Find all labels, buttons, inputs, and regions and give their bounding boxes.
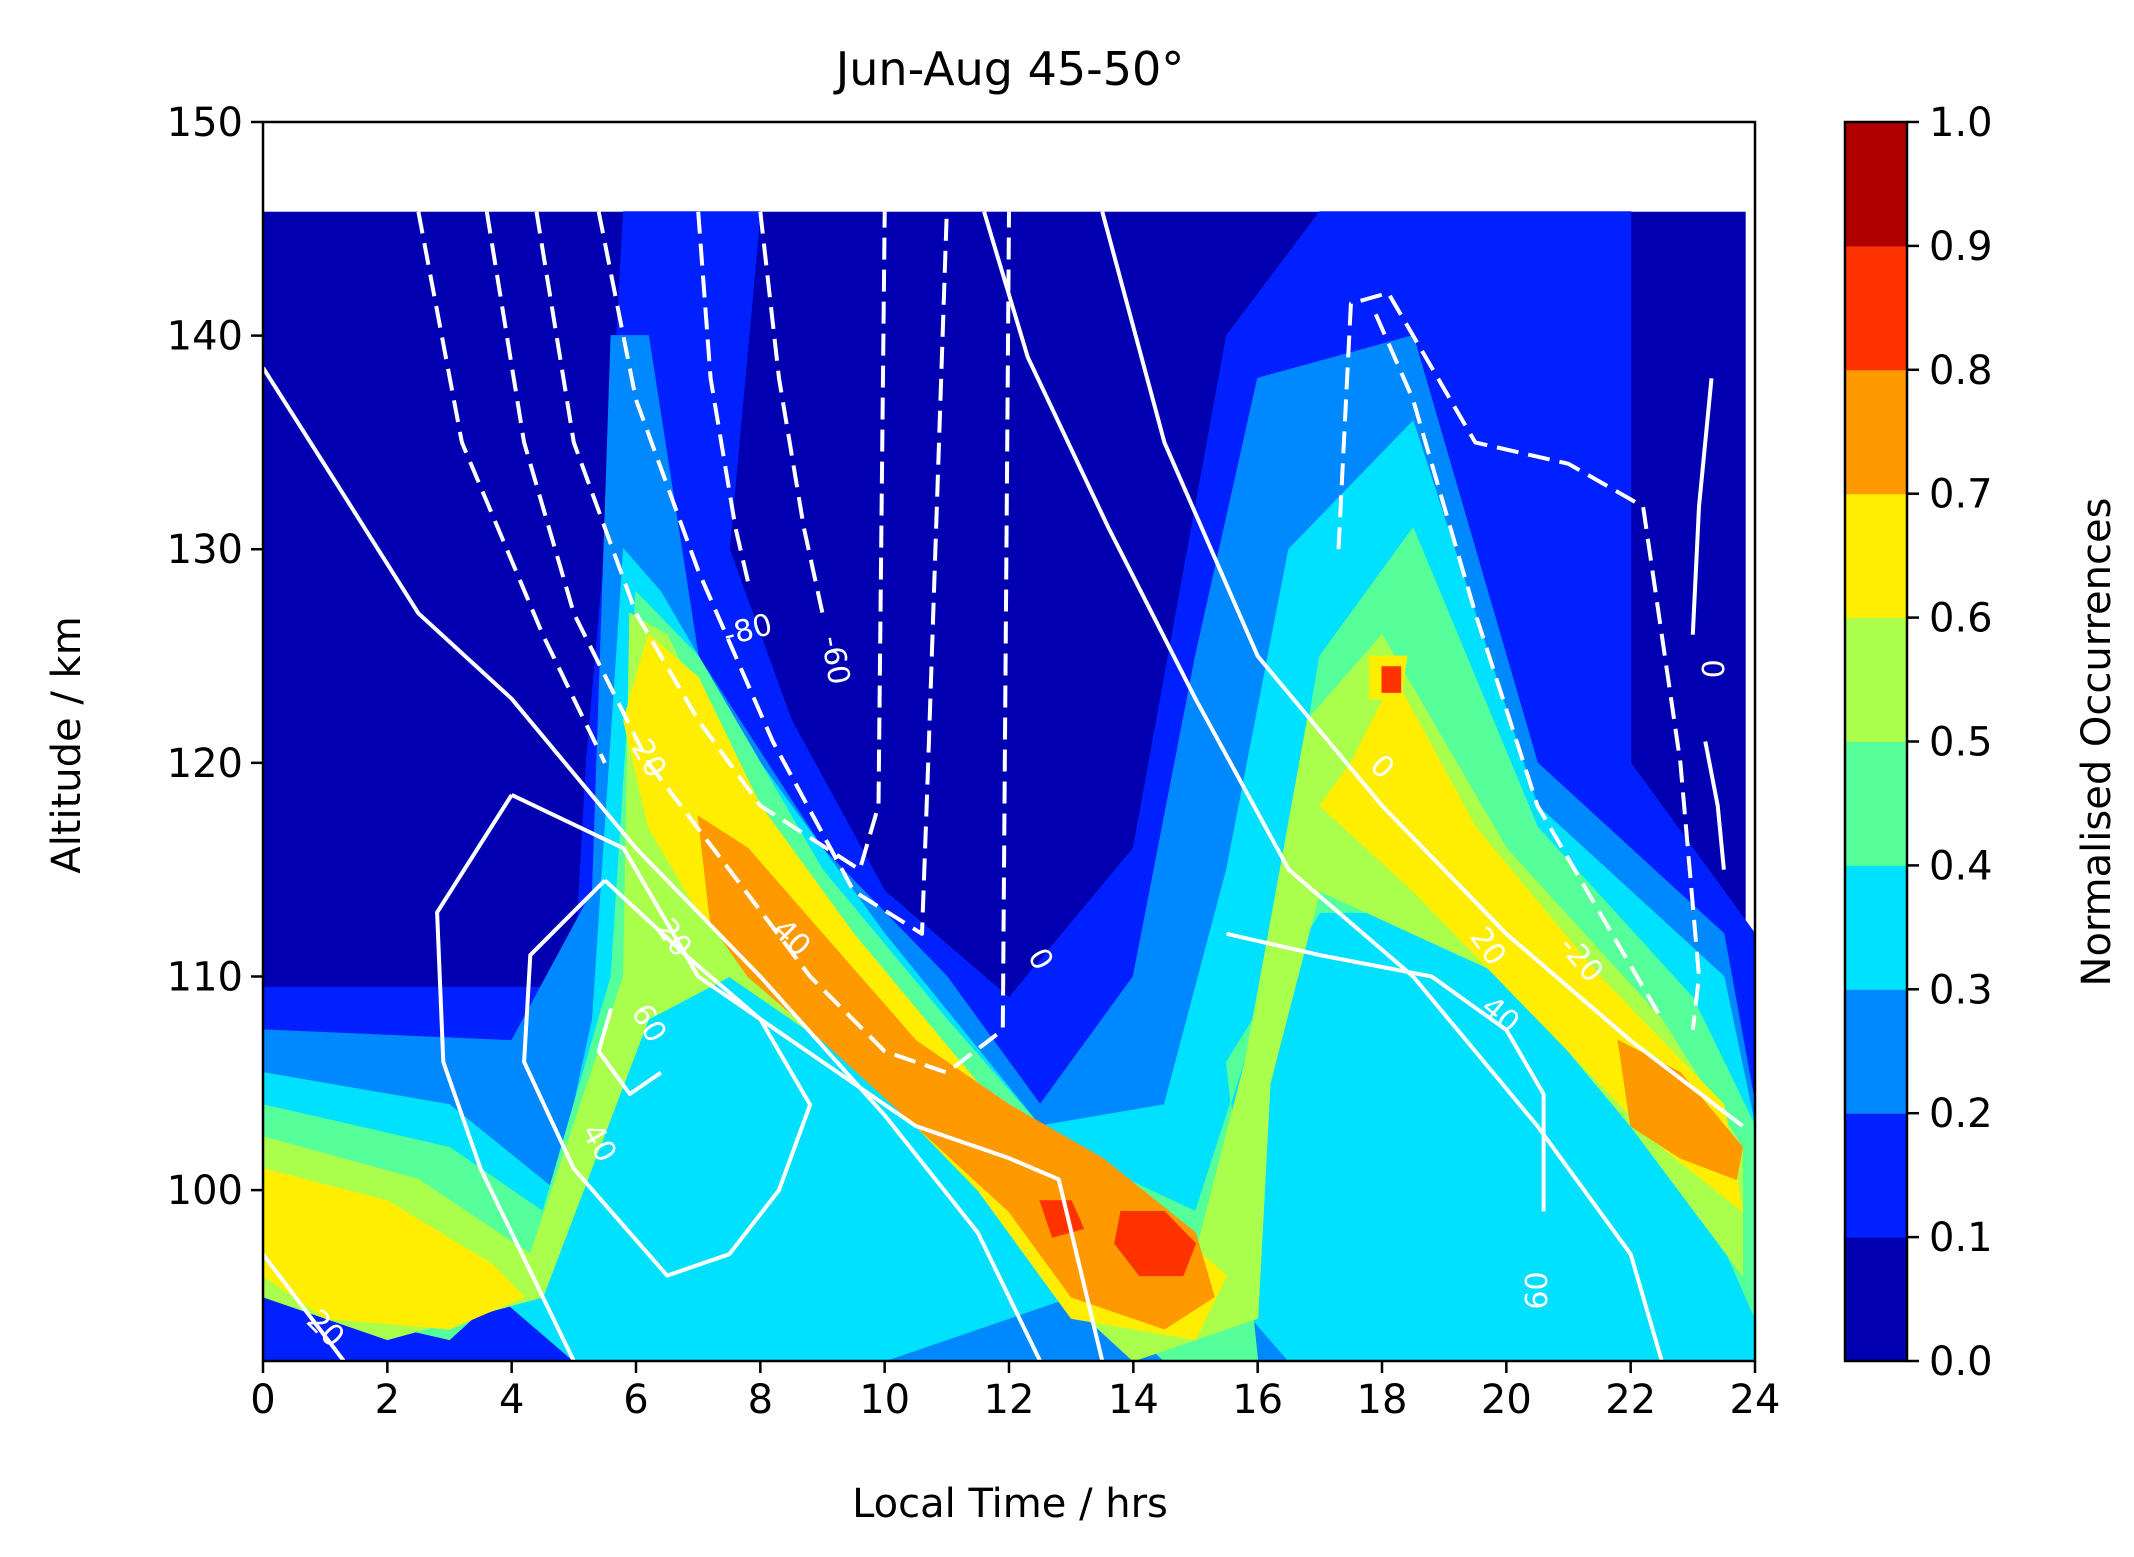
colorbar-swatch (1845, 617, 1907, 742)
contour-line-16 (1226, 931, 1546, 1212)
contour-line-17 (596, 1007, 663, 1096)
contour-line-19 (1703, 741, 1726, 870)
x-tick-label: 10 (859, 1377, 910, 1423)
colorbar-tick-label: 0.0 (1929, 1339, 1993, 1385)
colorbar-tick-label: 0.9 (1929, 224, 1993, 270)
colorbar-label: Normalised Occurrences (2074, 498, 2120, 987)
heatmap-region-5 (263, 1168, 525, 1330)
contour-line-0 (416, 211, 607, 764)
y-tick-label: 100 (167, 1168, 243, 1214)
y-tick-label: 110 (167, 954, 243, 1000)
colorbar-swatch (1845, 493, 1907, 619)
contour-line-14 (435, 793, 576, 1361)
colorbar-tick-label: 0.1 (1929, 1215, 1993, 1261)
contour-line-1 (696, 211, 750, 582)
contour-line-11 (982, 211, 1664, 1361)
contour-label-13: 60 (1520, 1271, 1555, 1309)
y-axis-label: Altitude / km (44, 616, 90, 873)
colorbar-swatch (1845, 122, 1907, 247)
colorbar-swatch (1845, 245, 1907, 371)
x-tick-label: 20 (1481, 1377, 1532, 1423)
colorbar-swatch (1845, 741, 1907, 866)
colorbar-tick-label: 1.0 (1929, 100, 1993, 146)
x-tick-label: 22 (1605, 1377, 1656, 1423)
contour-line-13 (1100, 211, 1744, 1128)
contour-label-1: -60 (813, 633, 856, 687)
x-tick-label: 16 (1232, 1377, 1283, 1423)
colorbar-tick-label: 0.2 (1929, 1091, 1993, 1137)
x-tick-label: 12 (984, 1377, 1035, 1423)
contour-line-9 (263, 366, 1042, 1361)
contour-line-7 (646, 211, 1011, 1075)
contour-line-2 (484, 211, 651, 764)
heatmap-region-9 (1617, 1039, 1744, 1181)
colorbar-tick-label: 0.5 (1929, 720, 1993, 766)
contour-line-10 (263, 1252, 346, 1361)
colorbar-tick-label: 0.7 (1929, 472, 1993, 518)
heatmap-region-8 (697, 815, 1215, 1330)
colorbar-tick-label: 0.3 (1929, 967, 1993, 1013)
colorbar-tick-label: 0.6 (1929, 596, 1993, 642)
contour-line-8 (1373, 313, 1664, 1021)
x-tick-label: 14 (1108, 1377, 1159, 1423)
chart-title: Jun-Aug 45-50° (833, 42, 1185, 96)
y-tick-label: 130 (167, 527, 243, 573)
x-tick-label: 4 (499, 1377, 524, 1423)
x-tick-label: 6 (623, 1377, 648, 1423)
y-tick-label: 150 (167, 100, 243, 146)
y-tick-label: 140 (167, 314, 243, 360)
heatmap-region-13 (1381, 666, 1402, 693)
x-tick-label: 24 (1730, 1377, 1781, 1423)
contour-label-12: 0 (1694, 659, 1729, 678)
x-tick-label: 18 (1357, 1377, 1408, 1423)
x-tick-label: 8 (748, 1377, 773, 1423)
x-tick-label: 2 (375, 1377, 400, 1423)
contour-line-15 (522, 878, 813, 1278)
contour-line-5 (596, 211, 949, 936)
heatmap-region-10 (1114, 1211, 1197, 1277)
contour-line-12 (510, 793, 1105, 1361)
contour-line-4 (534, 211, 887, 872)
heatmap-region-11 (1039, 1200, 1085, 1238)
colorbar-swatch (1845, 1237, 1907, 1362)
contour-line-18 (1690, 378, 1714, 635)
x-axis-label: Local Time / hrs (852, 1481, 1168, 1527)
colorbar-swatch (1845, 1113, 1907, 1238)
colorbar-swatch (1845, 865, 1907, 990)
x-tick-label: 0 (250, 1377, 275, 1423)
colorbar-tick-label: 0.8 (1929, 348, 1993, 394)
colorbar-tick-label: 0.4 (1929, 843, 1993, 889)
colorbar-swatch (1845, 369, 1907, 495)
colorbar: 0.0 0.1 0.2 0.3 0.4 0.5 0.6 0.7 0.8 0.9 1.0 (1843, 100, 1993, 1385)
colorbar-swatch (1845, 989, 1907, 1114)
contour-line-6 (1336, 290, 1701, 1031)
contour-line-3 (758, 211, 825, 614)
y-tick-label: 120 (167, 741, 243, 787)
